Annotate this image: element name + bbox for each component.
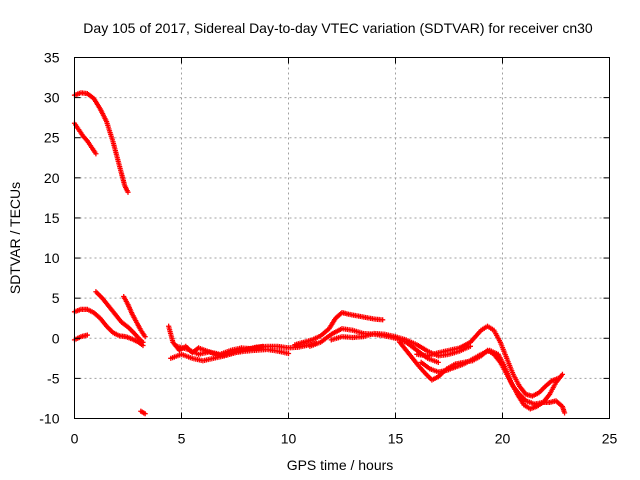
y-tick-label: -5 [47, 370, 60, 386]
data-point [285, 350, 292, 357]
y-tick-label: 15 [44, 210, 60, 226]
grid [74, 57, 610, 419]
series-arc-13 [328, 330, 473, 359]
data-point [125, 189, 131, 195]
data-point [380, 317, 386, 323]
series-arc-9 [168, 346, 292, 364]
y-tick-label: 35 [44, 50, 60, 66]
data-point [260, 343, 266, 349]
y-tick-label: 25 [44, 130, 60, 146]
x-axis-label: GPS time / hours [287, 457, 394, 473]
data-point [142, 411, 148, 417]
y-tick-label: 5 [52, 290, 60, 306]
data-point [555, 375, 561, 381]
series-arc-4 [93, 289, 146, 345]
y-tick-label: 10 [44, 250, 60, 266]
x-tick-label: 20 [495, 431, 511, 447]
data-point [93, 151, 99, 157]
series-arc-10 [174, 343, 266, 357]
x-tick-label: 10 [281, 431, 297, 447]
plot-frame [74, 57, 610, 419]
y-axis-label: SDTVAR / TECUs [7, 182, 23, 294]
axis-ticks: 0 5 10 15 20 25 -10 -5 0 5 10 15 20 25 30 35 [39, 50, 617, 447]
x-tick-label: 0 [71, 431, 79, 447]
x-tick-label: 5 [178, 431, 186, 447]
x-tick-label: 25 [602, 431, 618, 447]
data-point [140, 339, 146, 345]
y-tick-label: 20 [44, 170, 60, 186]
data-point [142, 334, 148, 340]
x-tick-label: 15 [388, 431, 404, 447]
data-point [559, 371, 566, 377]
series-arc-3 [71, 306, 146, 349]
chart-title: Day 105 of 2017, Sidereal Day-to-day VTE… [83, 20, 593, 36]
series-arc-7 [138, 408, 148, 417]
series-arc-2 [71, 120, 99, 157]
data-point [435, 359, 441, 365]
series-arc-1 [71, 90, 131, 195]
y-tick-label: 30 [44, 90, 60, 106]
data-point [561, 410, 568, 416]
y-tick-label: -10 [39, 411, 59, 427]
data-point [84, 332, 90, 338]
y-tick-label: 0 [52, 330, 60, 346]
plot-area [71, 90, 568, 417]
series-arc-15 [414, 323, 561, 399]
series-arc-5 [121, 293, 148, 340]
series-arc-16 [418, 347, 568, 416]
series-arc-11 [292, 310, 386, 348]
